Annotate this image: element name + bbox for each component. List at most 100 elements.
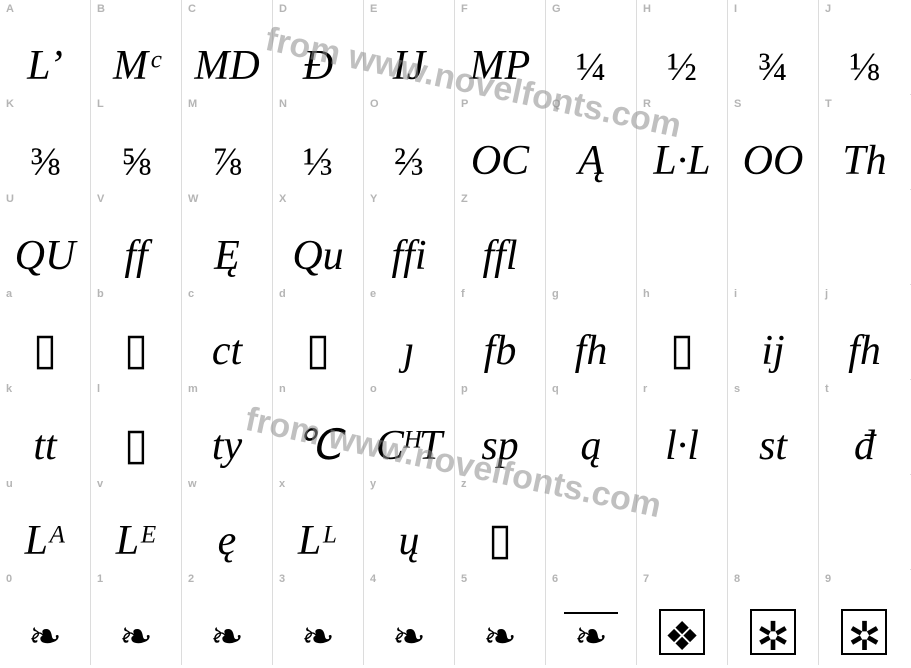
cell-key-label: N — [279, 98, 287, 110]
glyph-cell: H½ — [637, 0, 728, 95]
cell-glyph: Th — [819, 140, 910, 182]
glyph-cell: b▯ — [91, 285, 182, 380]
cell-glyph: ą — [546, 425, 636, 467]
cell-key-label: 7 — [643, 573, 649, 585]
cell-glyph: ½ — [637, 47, 727, 87]
cell-glyph: fb — [455, 330, 545, 372]
glyph-cell: Yffi — [364, 190, 455, 285]
cell-key-label: 5 — [461, 573, 467, 585]
cell-key-label: U — [6, 193, 14, 205]
glyph-cell: I¾ — [728, 0, 819, 95]
cell-key-label: h — [643, 288, 650, 300]
glyph-cell: qą — [546, 380, 637, 475]
glyph-cell: O⅔ — [364, 95, 455, 190]
glyph-cell: g fh — [546, 285, 637, 380]
glyph-cell: sst — [728, 380, 819, 475]
glyph-cell — [546, 190, 637, 285]
glyph-row: 0❧1❧2❧3❧4❧5❧6❧7❖8✲9✲ — [0, 570, 911, 665]
cell-key-label: G — [552, 3, 561, 15]
glyph-cell — [728, 475, 819, 570]
cell-key-label: H — [643, 3, 651, 15]
cell-glyph: ⅔ — [364, 142, 454, 182]
cell-glyph: ⅓ — [273, 142, 363, 182]
glyph-cell: 2❧ — [182, 570, 273, 665]
cell-glyph: ffl — [455, 235, 545, 277]
cell-glyph: ¾ — [728, 47, 818, 87]
cell-key-label: 4 — [370, 573, 376, 585]
glyph-cell: ktt — [0, 380, 91, 475]
cell-key-label: l — [97, 383, 100, 395]
cell-key-label: w — [188, 478, 197, 490]
cell-key-label: 1 — [97, 573, 103, 585]
glyph-cell: 1❧ — [91, 570, 182, 665]
cell-key-label: n — [279, 383, 286, 395]
cell-key-label: m — [188, 383, 198, 395]
cell-key-label: I — [734, 3, 737, 15]
cell-glyph: Lᴸ — [273, 520, 363, 562]
cell-glyph: fh — [546, 330, 636, 372]
cell-glyph: ȷ — [364, 330, 454, 372]
glyph-cell: Vff — [91, 190, 182, 285]
cell-glyph: ▯ — [273, 328, 363, 372]
cell-key-label: 3 — [279, 573, 285, 585]
cell-glyph: Lᴬ — [0, 520, 90, 562]
glyph-cell: SOO — [728, 95, 819, 190]
cell-glyph: ⅝ — [91, 142, 181, 182]
glyph-cell: z▯ — [455, 475, 546, 570]
cell-glyph: l·l — [637, 425, 727, 467]
glyph-cell: 6❧ — [546, 570, 637, 665]
cell-glyph: ❧ — [91, 617, 181, 657]
cell-key-label: 9 — [825, 573, 831, 585]
cell-glyph: QU — [0, 235, 90, 277]
cell-key-label: V — [97, 193, 105, 205]
glyph-cell: m ty — [182, 380, 273, 475]
cell-glyph: ⅛ — [819, 47, 910, 87]
cell-key-label: Z — [461, 193, 468, 205]
cell-glyph: L·L — [637, 140, 727, 182]
cell-glyph: ty — [182, 425, 272, 467]
cell-glyph: ▯ — [0, 328, 90, 372]
glyph-cell: 8✲ — [728, 570, 819, 665]
glyph-cell: h▯ — [637, 285, 728, 380]
cell-glyph: sp — [455, 425, 545, 467]
cell-key-label: W — [188, 193, 199, 205]
cell-key-label: F — [461, 3, 468, 15]
cell-glyph: st — [728, 425, 818, 467]
cell-key-label: M — [188, 98, 197, 110]
cell-key-label: c — [188, 288, 194, 300]
glyph-row: a▯b▯cctd▯eȷffbgfhh▯iijjfh — [0, 285, 911, 380]
cell-glyph: ❧ — [273, 617, 363, 657]
cell-key-label: j — [825, 288, 828, 300]
glyph-cell: L⅝ — [91, 95, 182, 190]
glyph-cell — [728, 190, 819, 285]
cell-key-label: r — [643, 383, 648, 395]
cell-glyph: ⅜ — [0, 142, 90, 182]
cell-key-label: 2 — [188, 573, 194, 585]
cell-glyph: ų — [364, 520, 454, 562]
cell-glyph: ¼ — [546, 47, 636, 87]
cell-key-label: P — [461, 98, 469, 110]
cell-glyph: fh — [819, 330, 910, 372]
cell-key-label: b — [97, 288, 104, 300]
glyph-cell: iij — [728, 285, 819, 380]
glyph-cell: QĄ — [546, 95, 637, 190]
cell-key-label: v — [97, 478, 103, 490]
cell-key-label: C — [188, 3, 196, 15]
cell-key-label: D — [279, 3, 287, 15]
glyph-cell: J⅛ — [819, 0, 910, 95]
cell-key-label: g — [552, 288, 559, 300]
cell-key-label: T — [825, 98, 832, 110]
cell-glyph: OC — [455, 140, 545, 182]
glyph-cell: d▯ — [273, 285, 364, 380]
glyph-cell: c ct — [182, 285, 273, 380]
cell-glyph: L’ — [0, 45, 90, 87]
glyph-cell: 3❧ — [273, 570, 364, 665]
cell-key-label: B — [97, 3, 105, 15]
cell-key-label: K — [6, 98, 14, 110]
cell-glyph: ct — [182, 330, 272, 372]
glyph-row: kttl▯mtyn℃oCᴴTpspqąrl·lssttđ — [0, 380, 911, 475]
glyph-cell: 9✲ — [819, 570, 910, 665]
glyph-cell: n℃ — [273, 380, 364, 475]
glyph-cell: K⅜ — [0, 95, 91, 190]
glyph-grid: AL’BMᶜCMDDĐEIJFMPG¼H½I¾J⅛K⅜L⅝M⅞N⅓O⅔POCQĄ… — [0, 0, 911, 668]
